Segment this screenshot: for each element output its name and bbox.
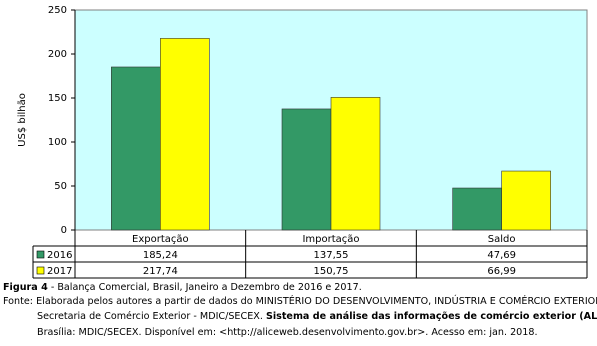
chart: US$ bilhão 0 50 100 150 200 250 Exportação Impo… — [17, 5, 588, 279]
y-tick-label: 200 — [48, 49, 67, 60]
y-tick-label: 100 — [48, 137, 67, 148]
legend-swatch — [36, 266, 45, 275]
value-label: 66,99 — [487, 266, 516, 277]
source-line: Secretaria de Comércio Exterior - MDIC/S… — [37, 311, 597, 322]
source-bold: Sistema de análise das informações de co… — [265, 311, 597, 322]
value-label: 185,24 — [143, 250, 178, 261]
legend-swatch — [36, 250, 45, 259]
y-tick-label: 0 — [61, 225, 67, 236]
value-label: 150,75 — [314, 266, 349, 277]
caption: Figura 4 - Balança Comercial, Brasil, Ja… — [3, 282, 362, 293]
x-tick-label: Importação — [302, 234, 359, 245]
value-label: 47,69 — [487, 250, 516, 261]
x-tick-label: Exportação — [132, 234, 189, 245]
legend-label: 2017 — [47, 266, 72, 277]
y-tick-label: 50 — [54, 181, 67, 192]
y-tick-label: 150 — [48, 93, 67, 104]
source-text: Elaborada pelos autores a partir de dado… — [36, 296, 597, 307]
source-label: Fonte: — [3, 296, 34, 307]
bar — [452, 187, 502, 231]
value-label: 217,74 — [143, 266, 178, 277]
bar — [501, 170, 551, 231]
caption-text: - Balança Comercial, Brasil, Janeiro a D… — [47, 282, 362, 293]
source-line: Fonte: Elaborada pelos autores a partir … — [3, 296, 597, 307]
legend-label: 2016 — [47, 250, 72, 261]
bar — [330, 97, 381, 231]
bar — [111, 66, 161, 231]
y-axis-label: US$ bilhão — [17, 93, 28, 147]
value-label: 137,55 — [314, 250, 349, 261]
x-tick-label: Saldo — [488, 234, 516, 245]
caption-label: Figura 4 — [3, 282, 48, 293]
source-text: Brasília: MDIC/SECEX. Disponível em: <ht… — [37, 327, 538, 338]
y-tick-label: 250 — [48, 5, 67, 16]
source-line: Brasília: MDIC/SECEX. Disponível em: <ht… — [37, 327, 538, 338]
source-text: Secretaria de Comércio Exterior - MDIC/S… — [37, 311, 266, 322]
bar — [281, 108, 332, 231]
bar — [160, 38, 210, 231]
